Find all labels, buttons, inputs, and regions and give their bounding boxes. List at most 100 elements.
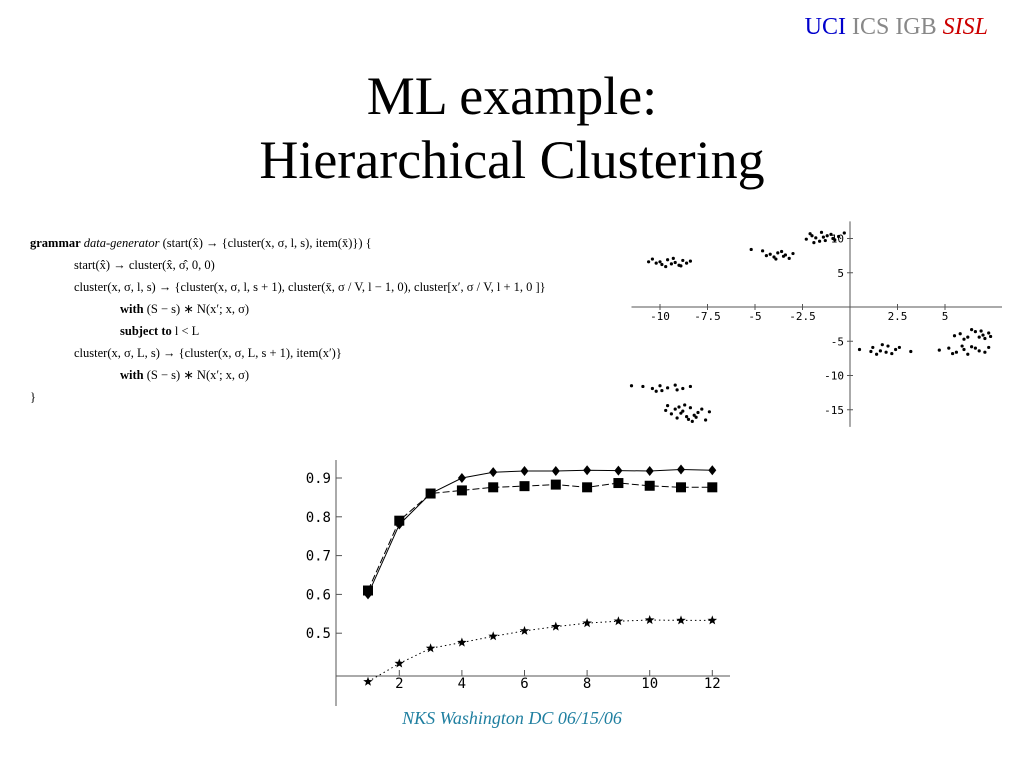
- data-point: [808, 232, 812, 236]
- data-point: [981, 333, 985, 337]
- data-point: [694, 415, 698, 419]
- x-tick-label: 10: [641, 676, 658, 692]
- brand-uci: UCI: [804, 14, 846, 40]
- diamond-marker: [489, 467, 498, 478]
- data-point: [685, 415, 689, 419]
- data-point: [810, 234, 814, 238]
- data-point: [886, 344, 890, 348]
- square-marker: [644, 480, 655, 491]
- x-tick-label: 8: [583, 676, 591, 692]
- y-tick-label: -15: [824, 404, 844, 417]
- x-tick-label: 6: [520, 676, 528, 692]
- grammar-line-3: cluster(x, σ, l, s) → {cluster(x, σ, l, …: [74, 280, 546, 294]
- accuracy-line-chart: 0.9 0.8 0.7 0.6 0.5 2 4 6 8 10 12: [306, 460, 730, 706]
- star-marker: [707, 615, 718, 625]
- data-point: [654, 261, 658, 265]
- grammar-definition: grammar data-generator (start(x̂) → {clu…: [30, 232, 546, 408]
- data-point: [970, 328, 974, 332]
- data-point: [960, 344, 964, 348]
- data-point: [966, 335, 970, 339]
- x-tick-label: 4: [458, 676, 466, 692]
- data-point: [681, 386, 685, 391]
- data-point: [675, 416, 679, 420]
- brand-sisl: SISL: [942, 14, 988, 40]
- square-marker: [394, 515, 405, 526]
- square-marker: [363, 585, 373, 596]
- data-point: [669, 262, 673, 266]
- data-point: [829, 232, 833, 236]
- data-point: [821, 235, 825, 239]
- brand-logo: UCI ICS IGB SISL: [805, 14, 988, 41]
- x-tick-label: 2: [395, 676, 403, 692]
- square-marker: [582, 482, 593, 493]
- data-point: [681, 409, 685, 413]
- data-point: [671, 256, 675, 260]
- y-tick-label: 0.6: [306, 587, 331, 603]
- x-tick-label: 2.5: [888, 310, 908, 323]
- data-point: [679, 411, 683, 415]
- series-line-star: [367, 619, 713, 683]
- grammar-with-expr: (S − s) ∗ N(x′; x, σ): [143, 302, 250, 316]
- data-point: [669, 412, 673, 416]
- data-point: [814, 236, 818, 240]
- diamond-marker: [677, 464, 685, 475]
- data-point: [673, 260, 677, 265]
- grammar-subject-keyword: subject to: [120, 324, 172, 338]
- data-point: [679, 264, 683, 268]
- data-point: [666, 386, 670, 390]
- square-marker: [456, 485, 467, 496]
- data-point: [688, 406, 692, 410]
- grammar-with-keyword-2: with: [120, 368, 144, 382]
- data-point: [987, 345, 991, 350]
- data-point: [977, 349, 981, 353]
- slide-title: ML example: Hierarchical Clustering: [0, 64, 1024, 192]
- data-point: [704, 418, 708, 422]
- data-point: [878, 349, 882, 353]
- slide-title-line1: ML example:: [366, 66, 658, 126]
- data-point: [875, 352, 879, 356]
- diamond-marker: [645, 466, 654, 477]
- data-point: [987, 331, 991, 335]
- grammar-keyword: grammar: [30, 236, 81, 250]
- data-point: [658, 384, 662, 388]
- data-point: [823, 238, 827, 243]
- diamond-marker: [457, 473, 466, 483]
- data-point: [791, 251, 795, 256]
- square-marker: [519, 481, 530, 492]
- data-point: [675, 388, 679, 392]
- brand-ics: ICS: [851, 14, 890, 40]
- data-point: [641, 384, 645, 389]
- data-point: [774, 257, 778, 261]
- data-point: [890, 351, 894, 356]
- data-point: [857, 347, 862, 352]
- data-point: [973, 330, 977, 334]
- star-marker: [488, 631, 498, 641]
- slide-title-line2: Hierarchical Clustering: [259, 130, 765, 190]
- star-marker: [676, 615, 686, 625]
- data-point: [677, 405, 681, 409]
- data-point: [818, 239, 822, 243]
- square-marker: [676, 482, 686, 493]
- data-point: [819, 230, 824, 234]
- star-marker: [613, 616, 624, 626]
- series-line-square: [367, 482, 713, 591]
- data-point: [658, 260, 662, 264]
- data-point: [650, 257, 654, 261]
- grammar-line-5: subject to l < L: [30, 320, 546, 342]
- grammar-with-expr-2: (S − s) ∗ N(x′; x, σ): [143, 368, 250, 382]
- data-point: [764, 254, 768, 258]
- data-point: [768, 252, 772, 256]
- data-point: [842, 231, 846, 235]
- data-point: [686, 417, 691, 421]
- data-point: [629, 384, 634, 388]
- y-tick-label: 0.9: [306, 471, 331, 487]
- star-marker: [582, 618, 592, 628]
- brand-igb: IGB: [895, 14, 937, 40]
- diamond-marker: [520, 466, 529, 477]
- data-point: [937, 348, 941, 352]
- grammar-line-6: cluster(x, σ, L, s) → {cluster(x, σ, L, …: [74, 346, 342, 360]
- data-point: [776, 251, 780, 255]
- x-tick-label: 12: [704, 676, 721, 692]
- cluster-scatter-plot: -10 -7.5 -5 -2.5 2.5 5 10 5 -5 -10 -15: [629, 221, 1002, 427]
- x-tick-label: -10: [650, 310, 670, 323]
